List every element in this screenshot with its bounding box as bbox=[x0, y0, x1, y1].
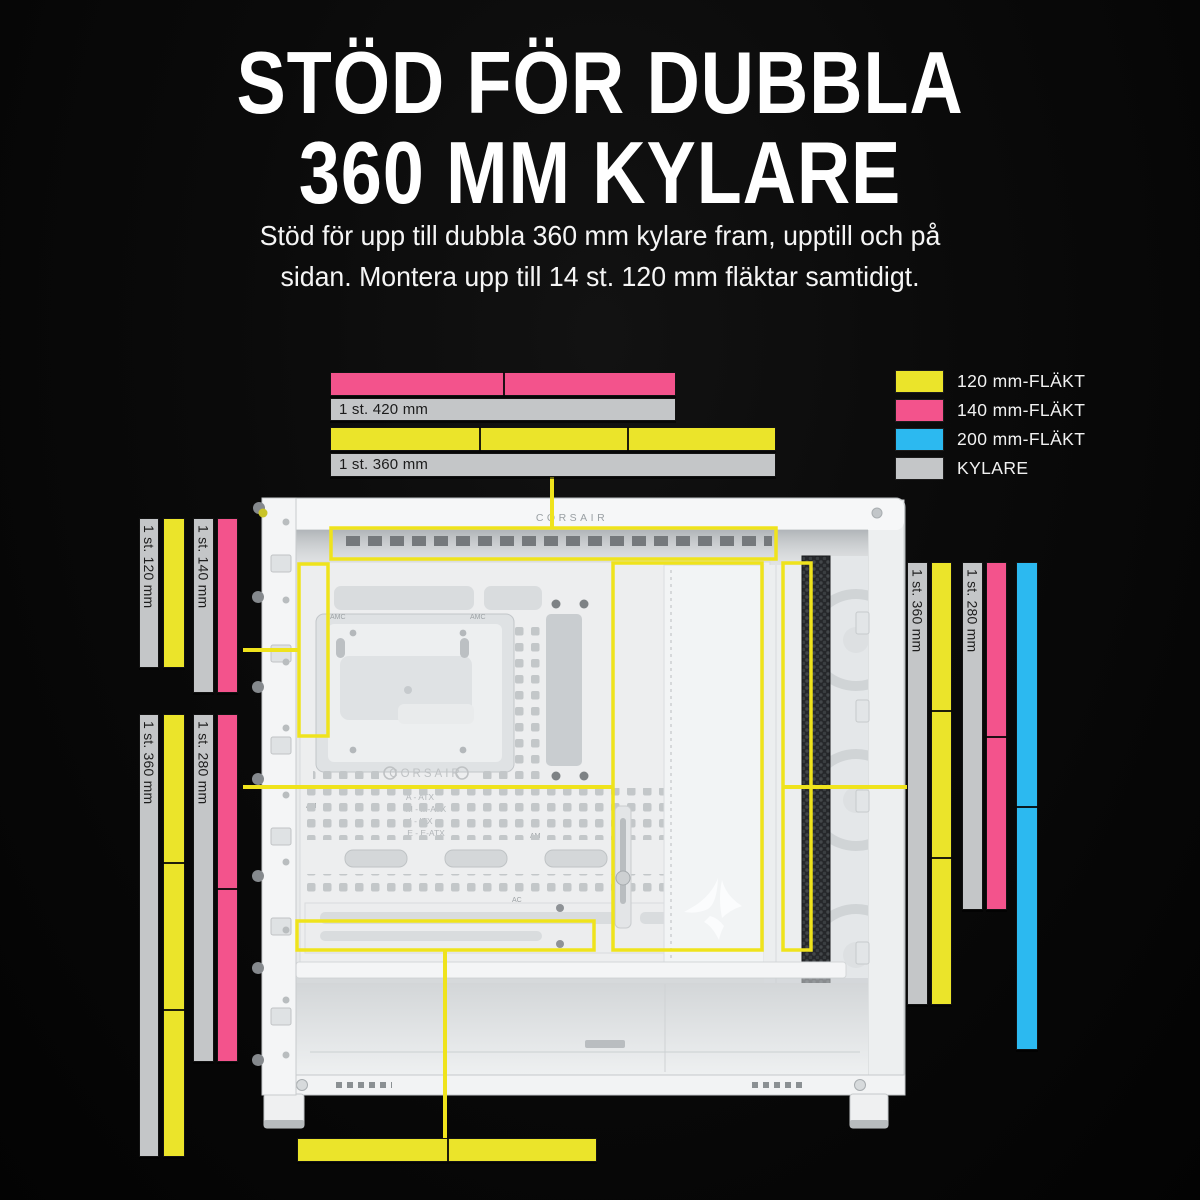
title-line-1: STÖD FÖR DUBBLA bbox=[236, 33, 964, 132]
title-line-2: 360 MM KYLARE bbox=[298, 122, 902, 222]
shroud-beam bbox=[295, 961, 847, 979]
micro-label: AMC bbox=[330, 614, 346, 621]
psu-cavity bbox=[296, 983, 868, 1075]
gpu-anti-sag-bracket bbox=[614, 805, 632, 929]
bottom-frame bbox=[261, 1074, 906, 1096]
legend-swatch-200mm-fan bbox=[895, 428, 944, 451]
legend-label: 120 mm-FLÄKT bbox=[957, 371, 1086, 391]
corsair-sail-logo bbox=[684, 878, 742, 940]
front-rail-column bbox=[252, 497, 297, 1096]
legend-swatch-140mm-fan bbox=[895, 399, 944, 422]
case-brand-text: CORSAIR bbox=[536, 512, 608, 524]
front-panel bbox=[867, 499, 905, 1093]
subtitle-line-2: sidan. Montera upp till 14 st. 120 mm fl… bbox=[280, 260, 920, 292]
legend-swatch-radiator bbox=[895, 457, 944, 480]
legend-label: 140 mm-FLÄKT bbox=[957, 400, 1086, 420]
legend-row-200mm: 200 mm-FLÄKT bbox=[895, 428, 1085, 451]
page-subtitle: Stöd för upp till dubbla 360 mm kylare f… bbox=[0, 216, 1200, 297]
pc-case: CORSAIR bbox=[252, 497, 906, 1129]
mount-highlights bbox=[295, 526, 813, 952]
case-feet bbox=[263, 1093, 889, 1129]
thumbscrew-accent bbox=[258, 508, 268, 518]
legend: 120 mm-FLÄKT 140 mm-FLÄKT 200 mm-FLÄKT K… bbox=[895, 370, 1085, 486]
micro-label: AC bbox=[512, 897, 522, 904]
legend-label: KYLARE bbox=[957, 458, 1029, 478]
subtitle-line-1: Stöd för upp till dubbla 360 mm kylare f… bbox=[259, 220, 941, 251]
legend-row-120mm: 120 mm-FLÄKT bbox=[895, 370, 1085, 393]
legend-row-kylare: KYLARE bbox=[895, 457, 1085, 480]
micro-label: AMC bbox=[470, 614, 486, 621]
legend-label: 200 mm-FLÄKT bbox=[957, 429, 1086, 449]
legend-swatch-120mm-fan bbox=[895, 370, 944, 393]
connector-lines bbox=[243, 477, 908, 1138]
page-title: STÖD FÖR DUBBLA 360 MM KYLARE bbox=[0, 38, 1200, 218]
tray-brand-text: CORSAIR bbox=[389, 768, 462, 780]
legend-row-140mm: 140 mm-FLÄKT bbox=[895, 399, 1085, 422]
highlight-side-mount bbox=[611, 561, 764, 952]
highlight-front-mount bbox=[781, 561, 813, 952]
